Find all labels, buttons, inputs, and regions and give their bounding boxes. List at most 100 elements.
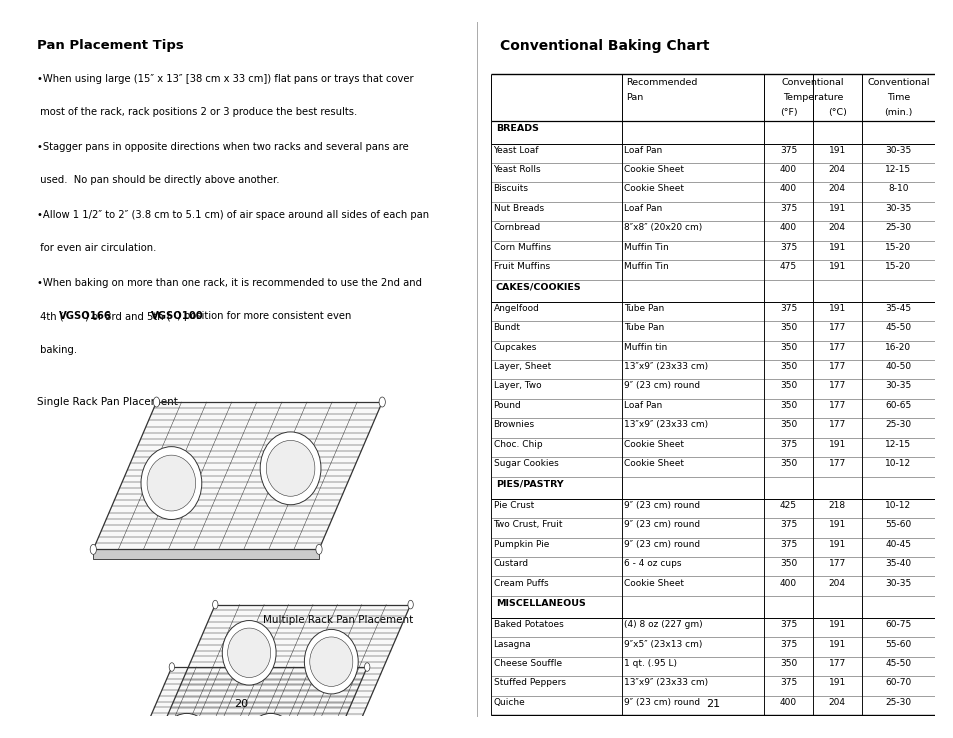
Text: 375: 375	[780, 640, 797, 649]
Text: VGSO100: VGSO100	[152, 311, 204, 322]
Text: CAKES/COOKIES: CAKES/COOKIES	[496, 283, 580, 292]
Text: Muffin Tin: Muffin Tin	[623, 262, 668, 271]
Text: PIES/PASTRY: PIES/PASTRY	[496, 479, 563, 489]
Text: Pie Crust: Pie Crust	[493, 501, 534, 510]
Text: 45-50: 45-50	[884, 659, 910, 668]
Text: 177: 177	[828, 382, 845, 390]
Circle shape	[91, 545, 96, 554]
Text: 375: 375	[780, 243, 797, 252]
Text: 12-15: 12-15	[884, 165, 910, 174]
Text: 177: 177	[828, 342, 845, 351]
Text: 191: 191	[828, 243, 845, 252]
Text: Cookie Sheet: Cookie Sheet	[623, 579, 683, 587]
Text: 191: 191	[828, 640, 845, 649]
Ellipse shape	[147, 455, 195, 511]
Text: 350: 350	[780, 659, 797, 668]
Text: Pound: Pound	[493, 401, 520, 410]
Text: Cookie Sheet: Cookie Sheet	[623, 459, 683, 468]
Text: ) position for more consistent even: ) position for more consistent even	[177, 311, 351, 322]
Text: 350: 350	[780, 459, 797, 468]
Text: 191: 191	[828, 620, 845, 629]
Text: 204: 204	[828, 224, 845, 232]
Text: 191: 191	[828, 262, 845, 271]
Text: 204: 204	[828, 165, 845, 174]
Text: 204: 204	[828, 184, 845, 193]
Text: 375: 375	[780, 145, 797, 155]
Circle shape	[315, 545, 322, 554]
Text: 177: 177	[828, 459, 845, 468]
Text: ) or 3rd and 5th (: ) or 3rd and 5th (	[85, 311, 171, 322]
Text: 8-10: 8-10	[887, 184, 907, 193]
Ellipse shape	[165, 721, 208, 738]
Text: Tube Pan: Tube Pan	[623, 304, 664, 313]
Text: 15-20: 15-20	[884, 262, 910, 271]
Text: Choc. Chip: Choc. Chip	[493, 440, 541, 449]
Text: Layer, Sheet: Layer, Sheet	[493, 362, 550, 371]
Text: Cookie Sheet: Cookie Sheet	[623, 165, 683, 174]
Text: 350: 350	[780, 559, 797, 568]
Text: BREADS: BREADS	[496, 124, 538, 133]
Text: Yeast Loaf: Yeast Loaf	[493, 145, 538, 155]
Text: 191: 191	[828, 440, 845, 449]
Text: 35-45: 35-45	[884, 304, 910, 313]
Text: (°C): (°C)	[827, 108, 846, 117]
Text: 350: 350	[780, 382, 797, 390]
Text: 35-40: 35-40	[884, 559, 910, 568]
Text: Custard: Custard	[493, 559, 528, 568]
Text: (min.): (min.)	[883, 108, 912, 117]
Text: Pumpkin Pie: Pumpkin Pie	[493, 539, 548, 548]
Text: Loaf Pan: Loaf Pan	[623, 145, 662, 155]
Polygon shape	[93, 549, 318, 559]
Text: 400: 400	[780, 165, 797, 174]
Text: Brownies: Brownies	[493, 421, 534, 430]
Text: Muffin Tin: Muffin Tin	[623, 243, 668, 252]
Circle shape	[158, 727, 163, 736]
Text: •Stagger pans in opposite directions when two racks and several pans are: •Stagger pans in opposite directions whe…	[37, 142, 408, 152]
Circle shape	[353, 727, 358, 736]
Text: 177: 177	[828, 401, 845, 410]
Text: 16-20: 16-20	[884, 342, 910, 351]
Text: 4th (VGSO166) or 3rd and 5th (VGSO100) position for more consistent even: 4th (VGSO166) or 3rd and 5th (VGSO100) p…	[37, 311, 418, 322]
Text: 350: 350	[780, 342, 797, 351]
Text: 475: 475	[780, 262, 797, 271]
Text: 60-75: 60-75	[884, 620, 910, 629]
Text: 25-30: 25-30	[884, 698, 910, 707]
Text: Yeast Rolls: Yeast Rolls	[493, 165, 540, 174]
Text: 350: 350	[780, 362, 797, 371]
Text: 204: 204	[828, 698, 845, 707]
Text: used.  No pan should be directly above another.: used. No pan should be directly above an…	[37, 176, 279, 185]
Text: 30-35: 30-35	[884, 145, 910, 155]
Text: Temperature: Temperature	[781, 93, 842, 102]
Text: 177: 177	[828, 559, 845, 568]
Circle shape	[169, 663, 174, 672]
Text: 6 - 4 oz cups: 6 - 4 oz cups	[623, 559, 681, 568]
Text: 30-35: 30-35	[884, 382, 910, 390]
Text: Recommended: Recommended	[626, 77, 698, 86]
Text: Stuffed Peppers: Stuffed Peppers	[493, 678, 565, 687]
Text: 55-60: 55-60	[884, 640, 910, 649]
Text: 21: 21	[705, 699, 720, 709]
Text: 12-15: 12-15	[884, 440, 910, 449]
Text: Cookie Sheet: Cookie Sheet	[623, 440, 683, 449]
Text: Tube Pan: Tube Pan	[623, 323, 664, 332]
Text: 25-30: 25-30	[884, 421, 910, 430]
Ellipse shape	[310, 637, 353, 686]
Text: Layer, Two: Layer, Two	[493, 382, 540, 390]
Text: 10-12: 10-12	[884, 501, 910, 510]
Text: Fruit Muffins: Fruit Muffins	[493, 262, 549, 271]
Text: baking.: baking.	[37, 345, 77, 355]
Text: Pan Placement Tips: Pan Placement Tips	[37, 39, 183, 52]
Text: Conventional: Conventional	[866, 77, 928, 86]
Circle shape	[153, 397, 159, 407]
Text: Multiple Rack Pan Placement: Multiple Rack Pan Placement	[262, 615, 413, 625]
Text: Cornbread: Cornbread	[493, 224, 540, 232]
Text: Conventional: Conventional	[781, 77, 843, 86]
Text: 45-50: 45-50	[884, 323, 910, 332]
Text: 60-65: 60-65	[884, 401, 910, 410]
Ellipse shape	[222, 621, 275, 685]
Text: Corn Muffins: Corn Muffins	[493, 243, 550, 252]
Text: Conventional Baking Chart: Conventional Baking Chart	[499, 39, 709, 53]
Text: Single Rack Pan Placement: Single Rack Pan Placement	[37, 397, 177, 407]
Text: 191: 191	[828, 678, 845, 687]
Text: Biscuits: Biscuits	[493, 184, 528, 193]
